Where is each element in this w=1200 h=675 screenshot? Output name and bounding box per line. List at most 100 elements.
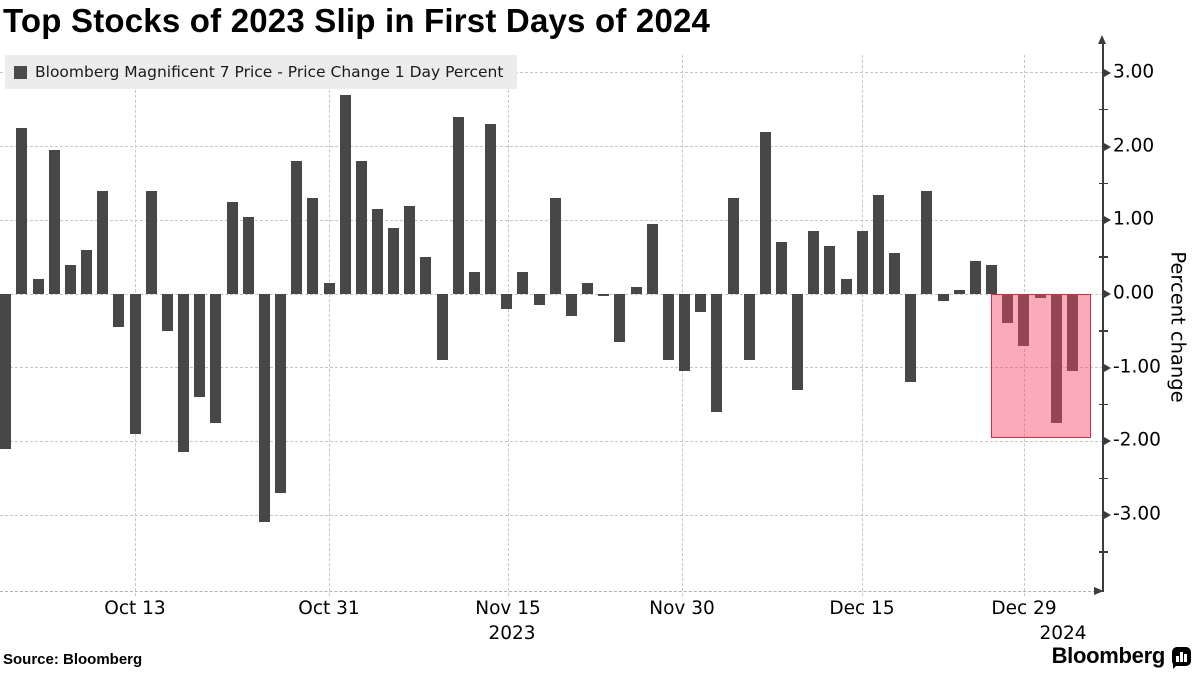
bar bbox=[145, 190, 157, 294]
bar bbox=[291, 161, 303, 294]
bar bbox=[840, 279, 852, 294]
x-tick-label: Dec 29 bbox=[991, 598, 1057, 619]
bar bbox=[64, 264, 76, 294]
bar bbox=[662, 294, 674, 361]
bar bbox=[501, 294, 513, 309]
h-gridline bbox=[0, 440, 1103, 442]
y-minor-tick bbox=[1098, 551, 1108, 553]
x-tick-label: Oct 13 bbox=[104, 598, 166, 619]
bar bbox=[856, 231, 868, 294]
bar bbox=[388, 227, 400, 294]
bar bbox=[275, 294, 287, 493]
v-gridline bbox=[329, 55, 330, 596]
h-gridline bbox=[0, 514, 1103, 516]
highlight-region bbox=[991, 294, 1091, 438]
bar bbox=[48, 150, 60, 294]
bloomberg-logo-text: Bloomberg bbox=[1051, 643, 1166, 668]
bar bbox=[97, 190, 109, 294]
bar bbox=[582, 282, 594, 294]
year-label: 2023 bbox=[488, 623, 536, 644]
bloomberg-logo: Bloomberg bbox=[1052, 643, 1191, 669]
bar bbox=[969, 260, 981, 294]
bar bbox=[1018, 294, 1030, 346]
h-gridline bbox=[0, 293, 1103, 295]
bar bbox=[614, 294, 626, 342]
bar bbox=[113, 294, 125, 328]
bar bbox=[792, 294, 804, 390]
legend: Bloomberg Magnificent 7 Price - Price Ch… bbox=[5, 55, 518, 89]
bar bbox=[0, 294, 12, 449]
bar bbox=[517, 271, 529, 294]
y-tick-label: -1.00 bbox=[1113, 356, 1161, 378]
x-tick-label: Oct 31 bbox=[298, 598, 360, 619]
bar bbox=[695, 294, 707, 313]
y-tick-label: 1.00 bbox=[1113, 208, 1155, 230]
bar bbox=[921, 190, 933, 294]
bar bbox=[1034, 294, 1046, 298]
bar bbox=[1066, 294, 1078, 372]
bar bbox=[242, 216, 254, 294]
bar bbox=[194, 294, 206, 398]
bar bbox=[81, 249, 93, 294]
page-title: Top Stocks of 2023 Slip in First Days of… bbox=[3, 2, 711, 39]
bar bbox=[1002, 294, 1014, 324]
y-minor-tick bbox=[1098, 109, 1108, 111]
bar bbox=[759, 131, 771, 294]
x-axis-arrow-right-icon bbox=[1094, 587, 1104, 595]
y-tick-label: 0.00 bbox=[1113, 282, 1155, 304]
bar bbox=[743, 294, 755, 361]
bar bbox=[533, 294, 545, 306]
bar bbox=[937, 294, 949, 302]
bar bbox=[161, 294, 173, 331]
bar bbox=[711, 294, 723, 412]
bar bbox=[32, 279, 44, 294]
legend-label: Bloomberg Magnificent 7 Price - Price Ch… bbox=[35, 63, 504, 81]
bar bbox=[889, 253, 901, 294]
bar bbox=[355, 161, 367, 294]
h-gridline bbox=[0, 146, 1103, 148]
bar bbox=[16, 128, 28, 294]
bar bbox=[1050, 294, 1062, 423]
bar bbox=[226, 201, 238, 294]
y-minor-tick bbox=[1098, 477, 1108, 479]
h-gridline bbox=[0, 367, 1103, 369]
bar bbox=[824, 246, 836, 294]
y-tick-label: 2.00 bbox=[1113, 135, 1155, 157]
bar bbox=[646, 223, 658, 294]
bar bbox=[436, 294, 448, 361]
bar bbox=[371, 209, 383, 294]
bar bbox=[468, 271, 480, 294]
source-note: Source: Bloomberg bbox=[3, 651, 143, 668]
y-minor-tick bbox=[1098, 182, 1108, 185]
bar bbox=[953, 290, 965, 294]
bar bbox=[210, 294, 222, 423]
bar bbox=[565, 294, 577, 317]
y-tick-label: 3.00 bbox=[1113, 61, 1155, 83]
bar bbox=[598, 294, 610, 297]
y-minor-tick bbox=[1098, 330, 1108, 332]
y-tick-arrow-icon bbox=[1103, 216, 1111, 225]
y-tick-label: -3.00 bbox=[1113, 503, 1161, 525]
x-axis-line bbox=[0, 591, 1096, 592]
x-tick-label: Nov 15 bbox=[475, 598, 541, 619]
y-axis-line bbox=[1102, 44, 1104, 592]
y-tick-arrow-icon bbox=[1103, 437, 1111, 446]
v-gridline bbox=[862, 55, 863, 596]
y-tick-arrow-icon bbox=[1103, 68, 1111, 77]
bar bbox=[323, 282, 335, 294]
bar bbox=[679, 294, 691, 372]
y-minor-tick bbox=[1098, 256, 1108, 258]
y-tick-arrow-icon bbox=[1103, 290, 1111, 298]
y-tick-label: -2.00 bbox=[1113, 430, 1161, 452]
bar bbox=[986, 264, 998, 294]
bar bbox=[775, 242, 787, 294]
bar bbox=[630, 286, 642, 294]
y-tick-arrow-icon bbox=[1103, 363, 1111, 372]
bar bbox=[808, 231, 820, 294]
y-axis-arrow-up-icon bbox=[1097, 35, 1106, 44]
bar bbox=[178, 294, 190, 453]
bar bbox=[307, 198, 319, 294]
h-gridline bbox=[0, 72, 1103, 74]
year-label: 2024 bbox=[1039, 623, 1087, 644]
